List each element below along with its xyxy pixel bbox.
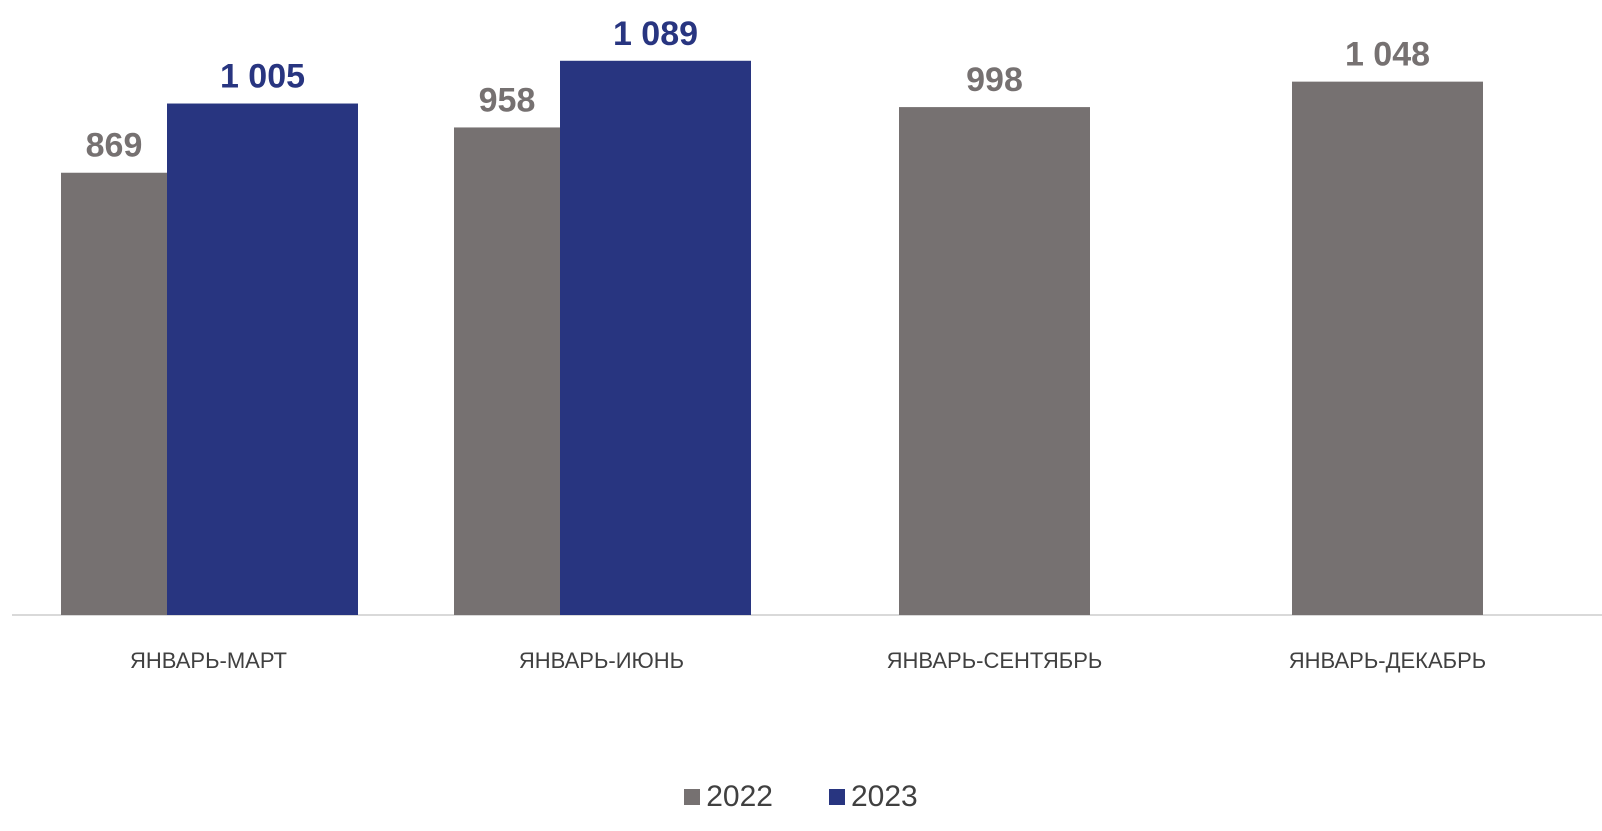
category-labels-group: ЯНВАРЬ-МАРТ ЯНВАРЬ-ИЮНЬ ЯНВАРЬ-СЕНТЯБРЬ ЯНВ… xyxy=(130,648,1486,673)
category-label-1: ЯНВАРЬ-ИЮНЬ xyxy=(519,648,684,673)
legend-label-2022: 2022 xyxy=(706,780,773,813)
data-label-2022-0: 869 xyxy=(86,127,143,165)
data-label-2023-0: 1 005 xyxy=(220,58,305,96)
category-label-2: ЯНВАРЬ-СЕНТЯБРЬ xyxy=(887,648,1103,673)
legend-item-2023: 2023 xyxy=(829,780,918,814)
data-label-2022-2: 998 xyxy=(966,61,1023,99)
category-label-0: ЯНВАРЬ-МАРТ xyxy=(130,648,287,673)
legend-swatch-2023 xyxy=(829,789,845,805)
data-labels-group: 869 1 005 958 1 089 998 1 048 xyxy=(86,15,1430,165)
legend: 2022 2023 xyxy=(0,780,1602,814)
bar-2023-0 xyxy=(167,103,358,615)
legend-item-2022: 2022 xyxy=(684,780,773,814)
bar-2022-3 xyxy=(1292,81,1483,615)
bar-2022-2 xyxy=(899,107,1090,615)
category-label-3: ЯНВАРЬ-ДЕКАБРЬ xyxy=(1289,648,1486,673)
data-label-2023-1: 1 089 xyxy=(613,15,698,53)
data-label-2022-1: 958 xyxy=(479,81,536,119)
bars-group xyxy=(61,60,1483,616)
legend-swatch-2022 xyxy=(684,789,701,805)
bar-2022-0 xyxy=(61,172,167,615)
bar-2022-1 xyxy=(454,127,560,616)
bar-2023-1 xyxy=(560,60,751,615)
data-label-2022-3: 1 048 xyxy=(1345,36,1430,74)
legend-label-2023: 2023 xyxy=(851,780,918,813)
